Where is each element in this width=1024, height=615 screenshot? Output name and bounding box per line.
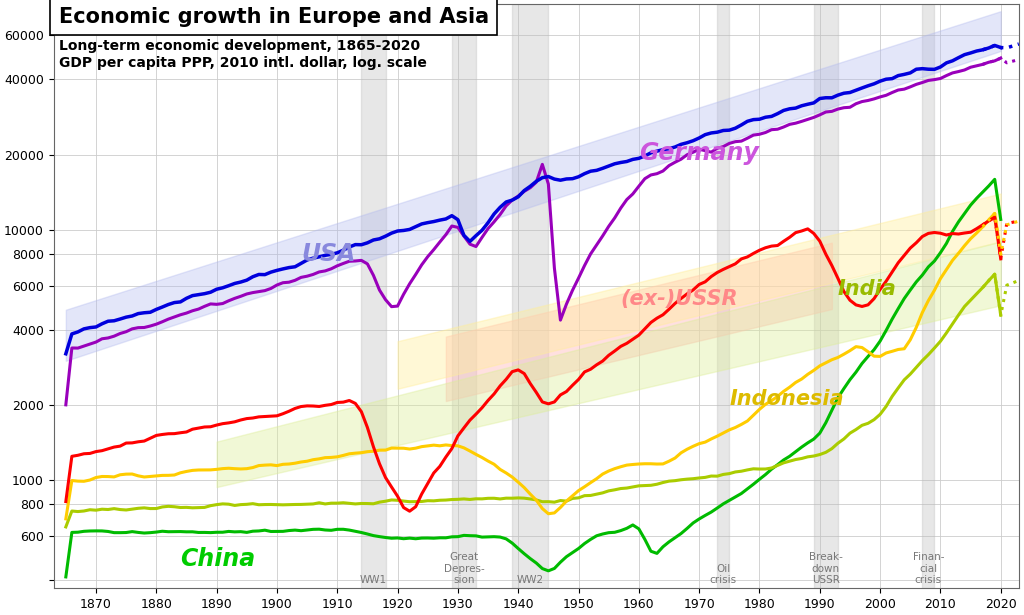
Bar (361, 4, 385, 588)
Text: WW1: WW1 (359, 575, 387, 585)
Text: WW2: WW2 (517, 575, 544, 585)
Bar (452, 4, 476, 588)
Text: Finan-
cial
crisis: Finan- cial crisis (912, 552, 944, 585)
Text: Economic growth in Europe and Asia: Economic growth in Europe and Asia (58, 7, 488, 27)
Bar (814, 4, 838, 588)
Text: (ex-)USSR: (ex-)USSR (621, 289, 738, 309)
Bar (512, 4, 549, 588)
Text: Germany: Germany (639, 141, 759, 165)
Bar (717, 4, 729, 588)
Text: USA: USA (301, 242, 355, 266)
Text: Great
Depres-
sion: Great Depres- sion (443, 552, 484, 585)
Text: India: India (838, 279, 897, 299)
Bar (923, 4, 934, 588)
Text: Oil
crisis: Oil crisis (710, 563, 737, 585)
Text: Break-
down
USSR: Break- down USSR (809, 552, 843, 585)
Text: Long-term economic development, 1865-2020
GDP per capita PPP, 2010 intl. dollar,: Long-term economic development, 1865-202… (58, 7, 426, 69)
Text: China: China (180, 547, 256, 571)
Text: Indonesia: Indonesia (729, 389, 844, 409)
